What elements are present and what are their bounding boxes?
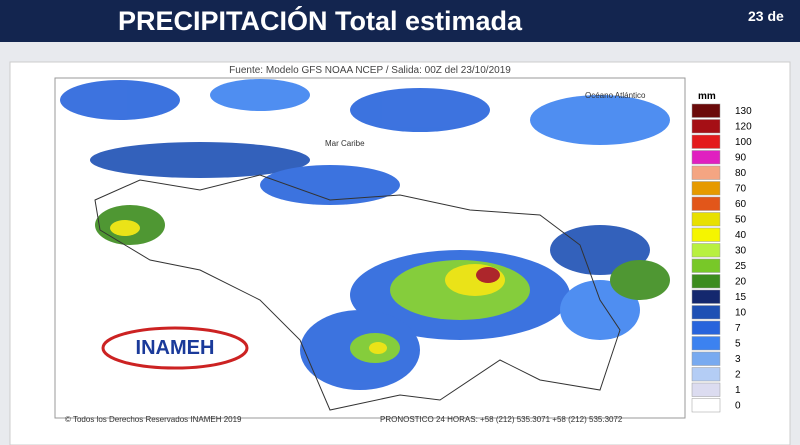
legend-swatch bbox=[691, 165, 721, 180]
country-outline bbox=[94, 174, 621, 411]
legend-swatch bbox=[691, 134, 721, 149]
copyright: © Todos los Derechos Reservados INAMEH 2… bbox=[65, 415, 242, 424]
legend-label: 80 bbox=[735, 168, 747, 179]
legend-swatch bbox=[691, 289, 721, 304]
legend-swatch bbox=[691, 367, 721, 382]
legend-swatch bbox=[691, 320, 721, 335]
header-bar bbox=[0, 0, 800, 42]
legend-label: 100 bbox=[735, 137, 752, 148]
legend-label: 1 bbox=[735, 385, 741, 396]
legend-label: 3 bbox=[735, 354, 741, 365]
legend-swatch bbox=[691, 305, 721, 320]
legend-swatch bbox=[691, 103, 721, 118]
legend-swatch bbox=[691, 150, 721, 165]
legend-swatch bbox=[691, 351, 721, 366]
legend-label: 15 bbox=[735, 292, 747, 303]
legend-swatch bbox=[691, 258, 721, 273]
legend-label: 90 bbox=[735, 153, 747, 164]
legend-label: 5 bbox=[735, 339, 741, 350]
legend-label: 20 bbox=[735, 277, 747, 288]
logo-ring bbox=[101, 326, 249, 370]
legend-swatch bbox=[691, 336, 721, 351]
source: Fuente: Modelo GFS NOAA NCEP / Salida: 0… bbox=[229, 65, 511, 76]
legend-swatch bbox=[691, 382, 721, 397]
legend-swatch bbox=[691, 212, 721, 227]
title: PRECIPITACIÓN Total estimada bbox=[118, 6, 523, 36]
precip-field bbox=[60, 79, 670, 390]
legend-swatch bbox=[691, 181, 721, 196]
legend-swatch bbox=[691, 196, 721, 211]
date: 23 de bbox=[748, 8, 784, 24]
legend-label: 0 bbox=[735, 401, 741, 412]
legend-label: 7 bbox=[735, 323, 741, 334]
logo: INAMEH bbox=[136, 337, 215, 359]
legend-label: 130 bbox=[735, 106, 752, 117]
legend-unit: mm bbox=[698, 91, 716, 102]
legend-label: 40 bbox=[735, 230, 747, 241]
forecast: PRONOSTICO 24 HORAS: +58 (212) 535.3071 … bbox=[380, 415, 623, 424]
legend-label: 60 bbox=[735, 199, 747, 210]
ocean-label: Océano Atlántico bbox=[585, 91, 646, 100]
legend-label: 10 bbox=[735, 308, 747, 319]
legend-label: 50 bbox=[735, 215, 747, 226]
legend-label: 120 bbox=[735, 122, 752, 133]
legend-swatch bbox=[691, 227, 721, 242]
legend-swatch bbox=[691, 119, 721, 134]
legend-label: 25 bbox=[735, 261, 747, 272]
legend-swatch bbox=[691, 274, 721, 289]
legend-label: 30 bbox=[735, 246, 747, 257]
sea-label: Mar Caribe bbox=[325, 139, 365, 148]
legend-swatch bbox=[691, 398, 721, 413]
legend-swatch bbox=[691, 243, 721, 258]
legend-label: 2 bbox=[735, 370, 741, 381]
legend-label: 70 bbox=[735, 184, 747, 195]
